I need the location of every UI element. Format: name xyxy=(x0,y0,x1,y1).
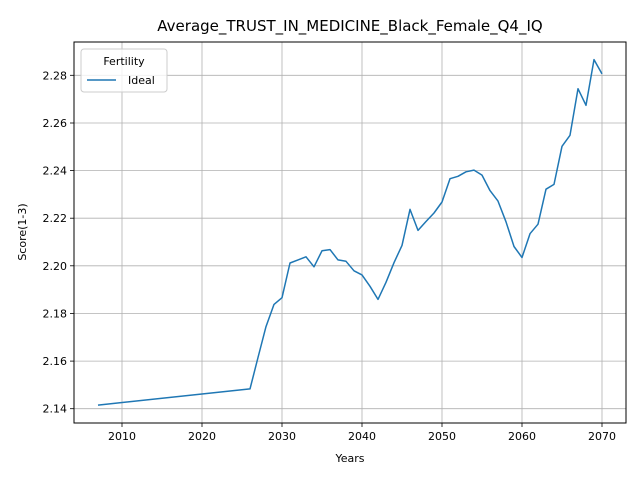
y-tick-label: 2.26 xyxy=(43,117,68,130)
series-layer xyxy=(97,58,603,406)
legend-label-ideal: Ideal xyxy=(128,74,155,87)
legend-title: Fertility xyxy=(103,55,145,68)
y-axis-label: Score(1-3) xyxy=(16,203,29,260)
y-axis: 2.14 2.16 2.18 2.20 2.22 2.24 2.26 2.28 xyxy=(43,69,74,416)
y-tick-label: 2.24 xyxy=(43,165,68,178)
plot-frame xyxy=(73,41,627,424)
x-axis-label: Years xyxy=(334,452,364,465)
x-tick-label: 2050 xyxy=(428,430,456,443)
y-tick-label: 2.22 xyxy=(43,212,68,225)
legend: Fertility Ideal xyxy=(80,48,168,93)
legend-box xyxy=(80,48,168,93)
x-tick-label: 2010 xyxy=(108,430,136,443)
x-axis: 2010 2020 2030 2040 2050 2060 2070 xyxy=(108,423,616,443)
x-tick-label: 2060 xyxy=(508,430,536,443)
x-tick-label: 2020 xyxy=(188,430,216,443)
y-tick-label: 2.16 xyxy=(43,355,68,368)
y-tick-label: 2.18 xyxy=(43,308,68,321)
series-line-ideal xyxy=(97,58,603,406)
plot-area xyxy=(74,42,626,423)
y-tick-label: 2.28 xyxy=(43,69,68,82)
y-tick-label: 2.14 xyxy=(43,403,68,416)
x-tick-label: 2030 xyxy=(268,430,296,443)
y-tick-label: 2.20 xyxy=(43,260,68,273)
x-tick-label: 2040 xyxy=(348,430,376,443)
x-tick-label: 2070 xyxy=(588,430,616,443)
chart-title: Average_TRUST_IN_MEDICINE_Black_Female_Q… xyxy=(157,17,542,36)
